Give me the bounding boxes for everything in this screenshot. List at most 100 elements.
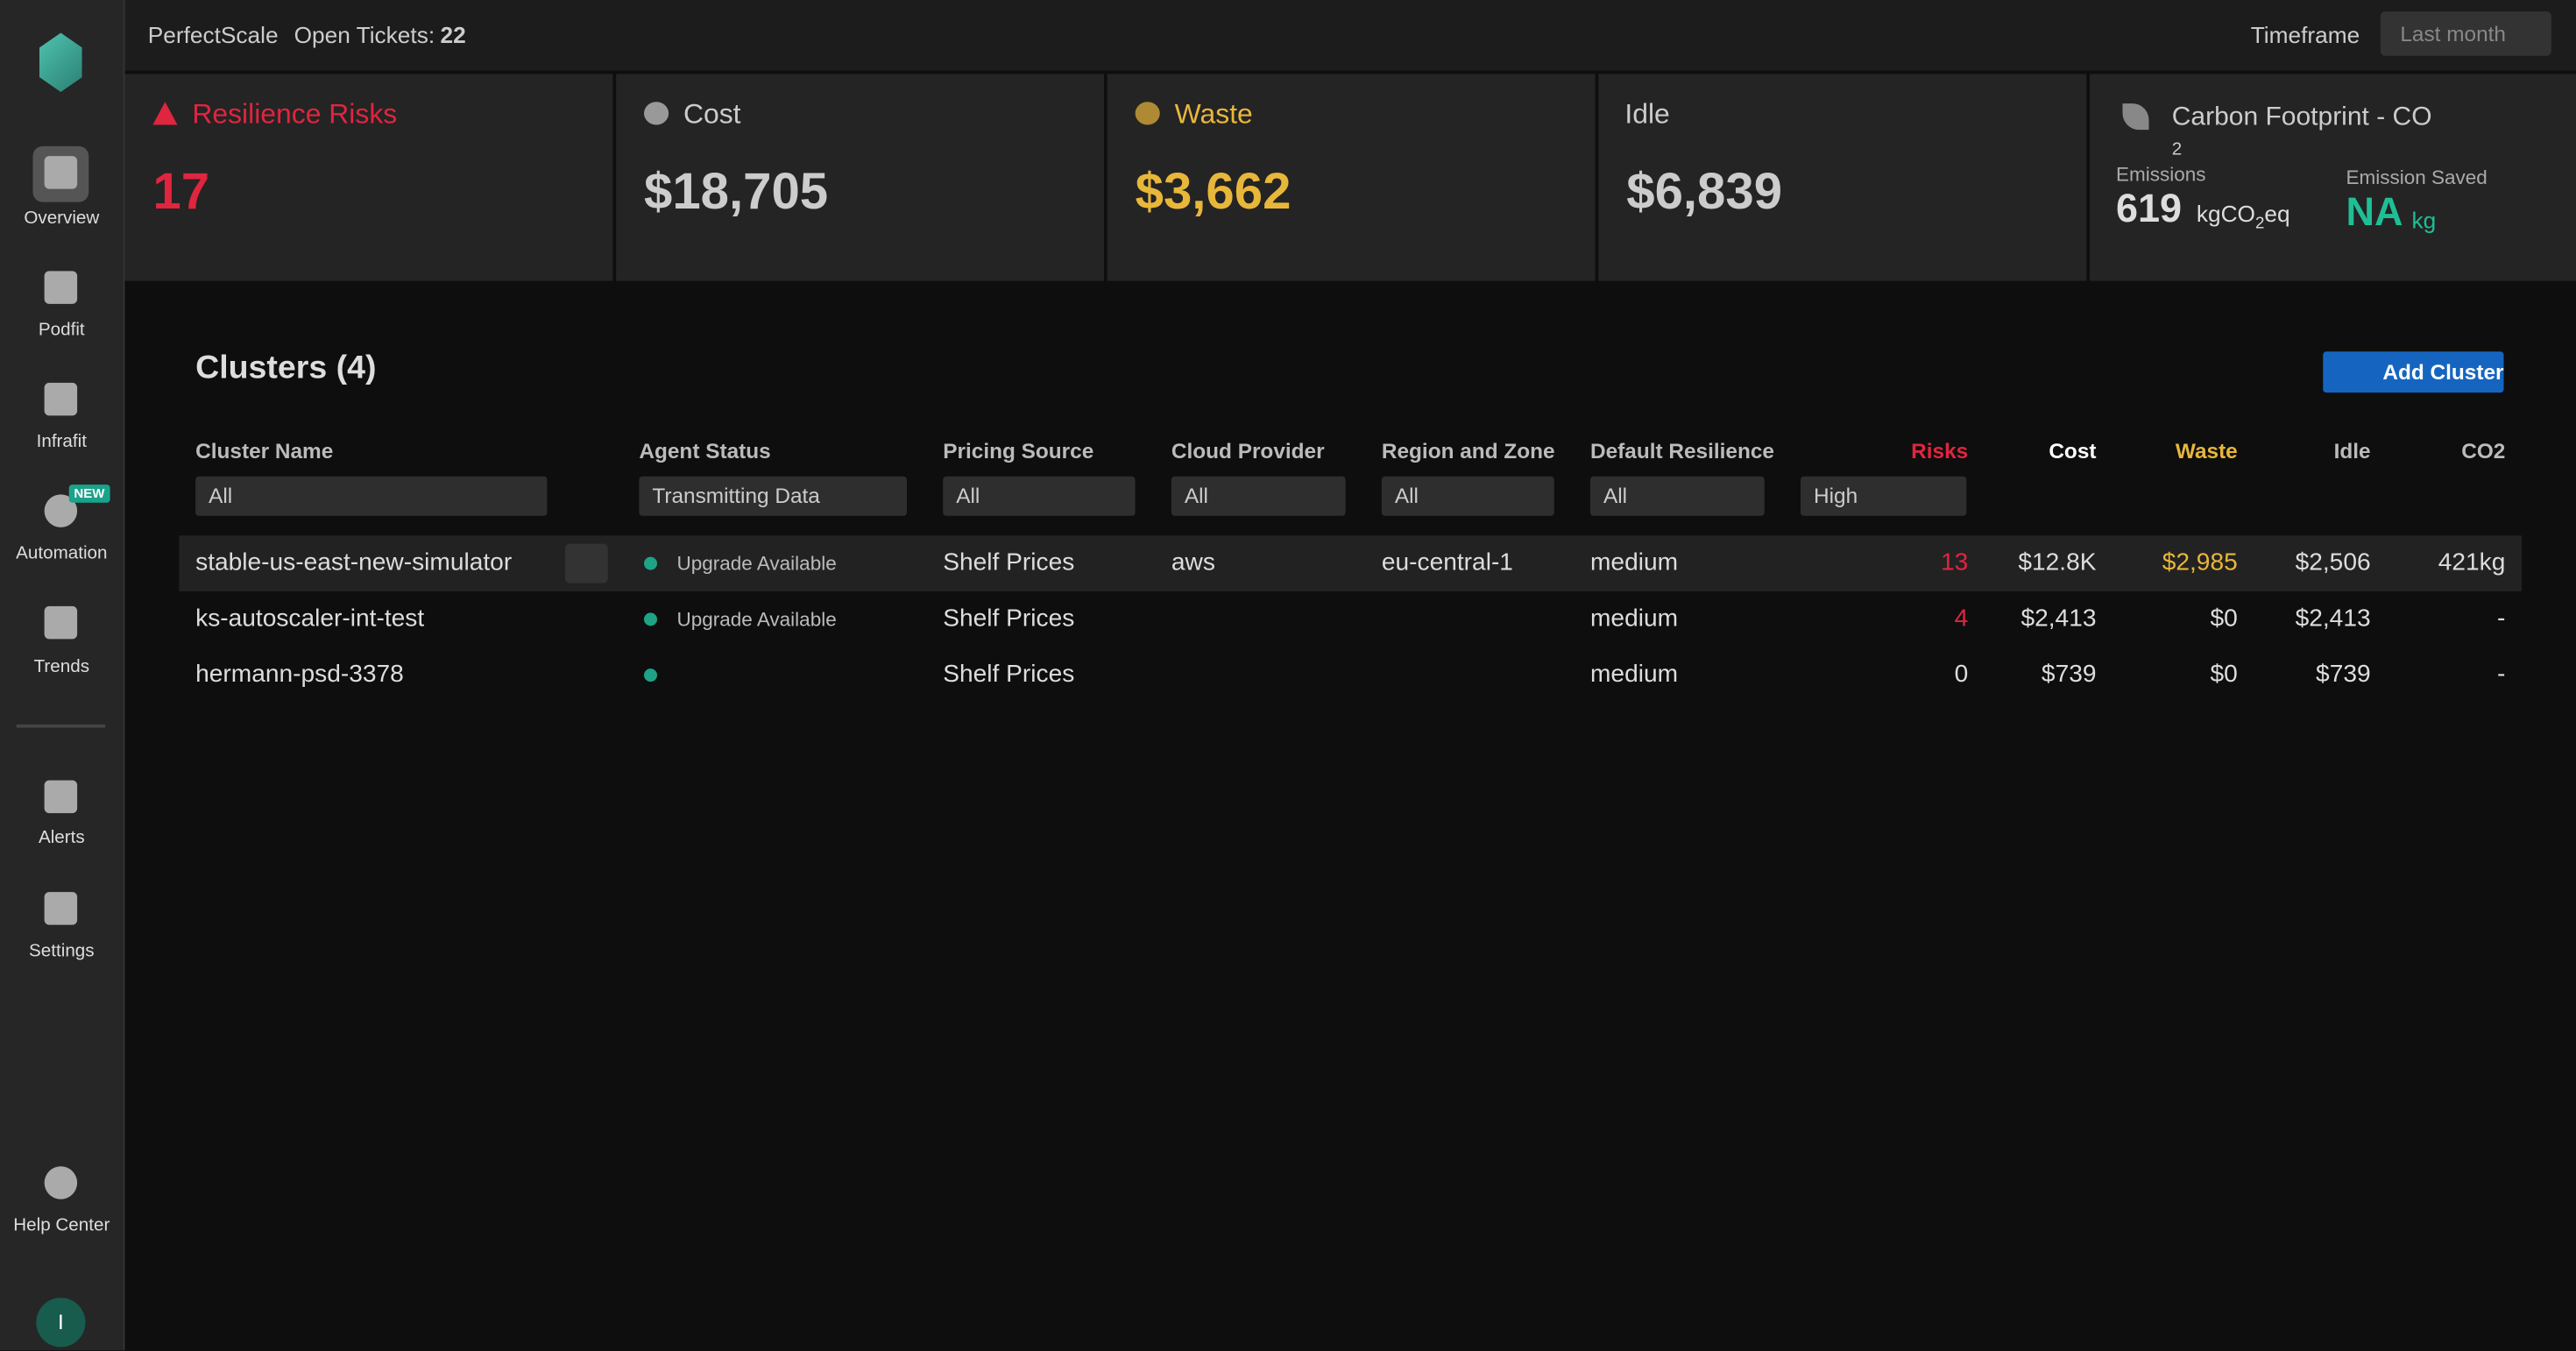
avatar[interactable]: I — [36, 1298, 86, 1347]
cell: 0 — [1954, 660, 1969, 689]
timeframe-label: Timeframe — [2250, 21, 2360, 48]
label: Emission Saved — [2346, 166, 2488, 189]
subscript: 2 — [2171, 139, 2183, 159]
nav-icon[interactable] — [44, 605, 78, 640]
nav-icon[interactable] — [44, 156, 78, 189]
cell: $2,506 — [2295, 548, 2371, 577]
column-header: Cloud Provider — [1171, 438, 1325, 463]
filter-select[interactable]: Transmitting Data — [639, 476, 907, 516]
column-header: Waste — [2175, 438, 2238, 463]
nav-icon[interactable] — [44, 780, 78, 814]
cell: $2,413 — [2020, 605, 2097, 633]
cluster-name[interactable]: stable-us-east-new-simulator — [195, 548, 513, 577]
filter-select[interactable]: All — [1381, 476, 1554, 516]
cell: $0 — [2210, 660, 2238, 689]
tickets-label: Open Tickets: — [294, 21, 435, 48]
card-title: Cost — [683, 98, 741, 131]
filter-select[interactable]: High — [1801, 476, 1967, 516]
card-title: Resilience Risks — [192, 98, 398, 131]
filter-select[interactable]: All — [943, 476, 1136, 516]
card — [2090, 74, 2576, 281]
cell: $2,413 — [2295, 605, 2371, 633]
cell: $739 — [2316, 660, 2371, 689]
unit: kgCO2eq — [2196, 200, 2290, 234]
cluster-name[interactable]: hermann-psd-3378 — [195, 660, 404, 689]
status-dot — [644, 668, 657, 683]
filter-select[interactable]: All — [195, 476, 548, 516]
cell: 4 — [1954, 605, 1969, 633]
nav-label[interactable]: Settings — [29, 941, 95, 961]
cell: Shelf Prices — [943, 605, 1075, 633]
cell: $2,985 — [2162, 548, 2238, 577]
card-value: $18,705 — [644, 162, 829, 221]
tickets: 22 — [440, 21, 466, 48]
cell: $0 — [2210, 605, 2238, 633]
cell: Upgrade Available — [676, 607, 837, 631]
cell: - — [2497, 605, 2506, 633]
card-value: $6,839 — [1626, 162, 1783, 221]
card-icon — [2122, 103, 2149, 131]
column-header: Risks — [1911, 438, 1969, 463]
cell: medium — [1590, 605, 1679, 633]
nav-label[interactable]: Infrafit — [36, 432, 87, 452]
cell: aws — [1171, 548, 1215, 577]
filter-select[interactable]: All — [1590, 476, 1765, 516]
nav-label[interactable]: Help Center — [13, 1215, 110, 1236]
cluster-name[interactable]: ks-autoscaler-int-test — [195, 605, 425, 633]
card — [616, 74, 1104, 281]
card-title: Idle — [1624, 98, 1670, 131]
column-header: Region and Zone — [1381, 438, 1555, 463]
cell: eu-central-1 — [1381, 548, 1513, 577]
column-header: Agent Status — [639, 438, 771, 463]
cell: 13 — [1940, 548, 1969, 577]
nav-label[interactable]: Alerts — [38, 828, 85, 848]
status-dot — [644, 556, 657, 570]
card-icon — [644, 102, 669, 125]
sidebar — [0, 0, 125, 1351]
card-value: 17 — [152, 162, 210, 221]
cell: Shelf Prices — [943, 660, 1075, 689]
card — [1598, 74, 2087, 281]
cell: medium — [1590, 548, 1679, 577]
nav-label[interactable]: Automation — [16, 543, 108, 564]
nav-icon[interactable] — [44, 271, 78, 304]
nav-icon[interactable] — [44, 1166, 78, 1199]
label: Emissions — [2116, 162, 2206, 186]
divider — [16, 724, 105, 728]
cell: $739 — [2041, 660, 2097, 689]
nav-label[interactable]: Trends — [33, 657, 90, 677]
card-title: Carbon Footprint - CO 2 — [2171, 103, 2432, 159]
unit-part: eq — [2264, 200, 2290, 227]
nav-label[interactable]: Overview — [24, 209, 100, 229]
cell: Shelf Prices — [943, 548, 1075, 577]
timeframe-select[interactable]: Last month — [2380, 11, 2551, 56]
cell: 421kg — [2438, 548, 2506, 577]
cell: - — [2497, 660, 2506, 689]
nav-icon[interactable] — [44, 382, 78, 416]
emissions: 619 — [2116, 187, 2183, 232]
row-menu[interactable] — [565, 543, 608, 584]
cell: medium — [1590, 660, 1679, 689]
card — [124, 74, 613, 281]
unit: kg — [2411, 207, 2437, 234]
column-header: Pricing Source — [943, 438, 1094, 463]
saved: NA — [2346, 190, 2403, 236]
nav-icon[interactable] — [44, 892, 78, 925]
filter-select[interactable]: All — [1171, 476, 1346, 516]
brand: PerfectScale — [147, 21, 279, 48]
unit-part: 2 — [2254, 215, 2265, 234]
nav-label[interactable]: Podfit — [38, 320, 85, 341]
new-badge: NEW — [68, 485, 110, 503]
top-bar — [124, 0, 2576, 71]
unit-part: kgCO — [2196, 200, 2255, 227]
card-title: Waste — [1174, 98, 1253, 131]
clusters-title: Clusters (4) — [195, 350, 377, 386]
add-cluster[interactable]: Add Cluster — [2323, 351, 2504, 393]
column-header[interactable]: Cost — [2049, 438, 2097, 463]
cell: Upgrade Available — [676, 552, 837, 576]
status-dot — [644, 612, 657, 626]
column-header: Idle — [2333, 438, 2371, 463]
column-header: CO2 — [2461, 438, 2506, 463]
